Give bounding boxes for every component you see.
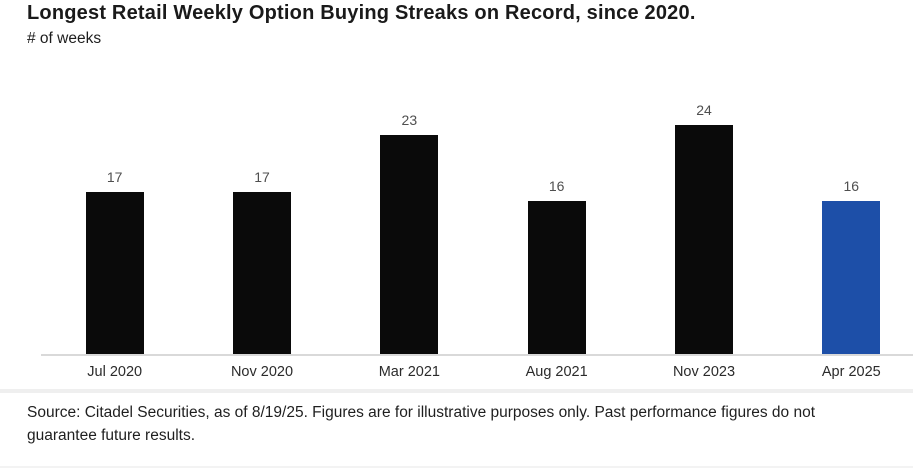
x-axis-labels-row: Jul 2020 Nov 2020 Mar 2021 Aug 2021 Nov 2023…	[41, 356, 913, 380]
bar-group: 16	[778, 100, 913, 354]
bar-value-label: 24	[696, 102, 712, 118]
bar	[232, 192, 291, 354]
bar-value-label: 16	[843, 178, 860, 194]
x-axis-label: Nov 2020	[230, 364, 294, 380]
source-note-line-1: Source: Citadel Securities, as of 8/19/2…	[27, 404, 816, 421]
x-axis-label: Nov 2023	[672, 364, 736, 380]
bar	[674, 125, 733, 354]
bar-value-label: 16	[548, 178, 565, 194]
source-note: Source: Citadel Securities, as of 8/19/2…	[27, 401, 899, 447]
bar-group: 17	[188, 100, 335, 354]
bar-group: 17	[41, 100, 188, 354]
bar-chart-plot-area: 17 17 23 16 24 16	[41, 100, 913, 356]
bar-value-label: 17	[106, 169, 123, 185]
bar	[380, 135, 439, 354]
x-axis-label: Jul 2020	[87, 364, 143, 380]
x-axis-label: Mar 2021	[378, 364, 440, 380]
x-axis-label: Apr 2025	[821, 364, 881, 380]
bottom-border	[0, 466, 913, 468]
x-axis-label: Aug 2021	[525, 364, 588, 380]
chart-title: Longest Retail Weekly Option Buying Stre…	[27, 2, 696, 24]
divider-line	[0, 389, 913, 393]
chart-subtitle-y-axis-units: # of weeks	[27, 30, 102, 47]
bar	[527, 201, 586, 354]
bar	[822, 201, 881, 354]
bar-group: 24	[630, 100, 777, 354]
bar-value-label: 17	[254, 169, 270, 185]
source-note-line-2: guarantee future results.	[27, 427, 196, 444]
bar	[85, 192, 144, 354]
bar-group: 16	[483, 100, 630, 354]
bar-group: 23	[336, 100, 483, 354]
bar-value-label: 23	[401, 112, 418, 128]
